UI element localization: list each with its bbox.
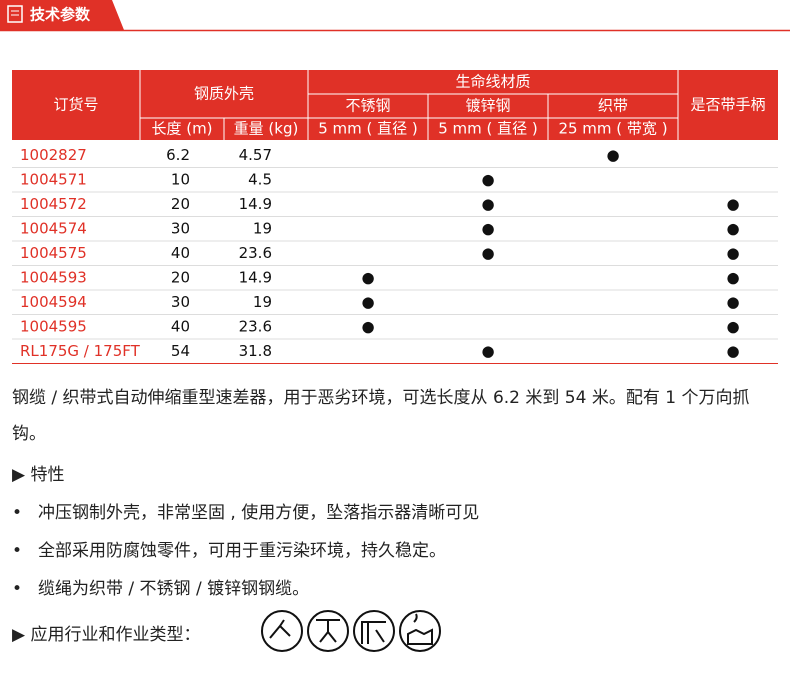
dot: ● [726,317,739,335]
feature-text: 缆绳为织带 / 不锈钢 / 镀锌钢钢缆。 [38,579,310,599]
dot: ● [726,244,739,262]
feature-text: 全部采用防腐蚀零件，可用于重污染环境，持久稳定。 [38,541,446,561]
header-cell: 重量 (kg) [234,120,299,138]
header-cell: 织带 [598,97,628,115]
arrow: ▶ [12,465,31,485]
length: 30 [171,293,190,311]
application-icons [261,610,441,652]
section-tab: 技术参数 [0,0,790,32]
header-cell: 生命线材质 [455,73,530,91]
header-cell: 5 mm ( 直径 ) [438,120,538,138]
doc-icon [7,5,23,23]
header-cell: 镀锌钢 [465,97,510,115]
icon [353,610,395,652]
order-number: 1004572 [20,195,87,213]
order-number: RL175G / 175FT [20,342,141,360]
icon-figure [269,619,291,639]
dot: ● [726,268,739,286]
features-title: ▶ 特性 [12,460,64,485]
length: 20 [171,268,190,286]
header-cell: 25 mm ( 带宽 ) [558,120,667,138]
bullet: • [12,579,23,599]
header-cell: 订货号 [53,96,98,114]
length: 20 [171,195,190,213]
order-number: 1004574 [20,219,87,237]
order-number: 1004571 [20,170,87,188]
applications-heading: 应用行业和作业类型： [30,625,201,645]
arrow: ▶ [12,625,31,645]
dot: ● [481,195,494,213]
dot: ● [481,342,494,360]
weight: 19 [253,293,272,311]
icon-figure [407,613,433,645]
dot: ● [726,342,739,360]
order-number: 1004593 [20,268,87,286]
length: 6.2 [166,146,190,164]
dot: ● [481,170,494,188]
icon [261,610,303,652]
dot: ● [726,293,739,311]
feature-item: • 冲压钢制外壳，非常坚固 , 使用方便，坠落指示器清晰可见 [12,498,479,523]
header-cell: 钢质外壳 [194,85,254,103]
length: 54 [171,342,190,360]
dot: ● [726,219,739,237]
weight: 4.57 [239,146,272,164]
length: 40 [171,317,190,335]
features-heading: 特性 [30,465,65,485]
icon [399,610,441,652]
order-number: 1004594 [20,293,87,311]
icon-figure [361,621,386,644]
spec-table: 订货号 钢质外壳 生命线材质 是否带手柄 长度 (m) 重量 (kg) 不锈钢 … [12,70,778,364]
tab-bg [0,0,124,30]
feature-text: 冲压钢制外壳，非常坚固 , 使用方便，坠落指示器清晰可见 [38,503,480,523]
icon-figure [316,619,340,643]
length: 10 [171,170,190,188]
weight: 14.9 [239,195,272,213]
header-cell: 不锈钢 [345,97,390,115]
weight: 19 [253,219,272,237]
dot: ● [481,244,494,262]
header-cell: 5 mm ( 直径 ) [318,120,418,138]
weight: 4.5 [248,170,272,188]
feature-item: • 缆绳为织带 / 不锈钢 / 镀锌钢钢缆。 [12,574,309,599]
applications: ▶ 应用行业和作业类型： [12,620,200,645]
order-number: 1004595 [20,317,87,335]
icon [307,610,349,652]
dot: ● [726,195,739,213]
weight: 23.6 [239,317,272,335]
dot: ● [481,219,494,237]
feature-item: • 全部采用防腐蚀零件，可用于重污染环境，持久稳定。 [12,536,446,561]
order-number: 1002827 [20,146,87,164]
weight: 14.9 [239,268,272,286]
header-cell: 是否带手柄 [690,96,765,114]
dot: ● [361,268,374,286]
description: 钢缆 / 织带式自动伸缩重型速差器，用于恶劣环境，可选长度从 6.2 米到 54… [12,388,750,444]
tab-title: 技术参数 [30,6,91,24]
dot: ● [361,293,374,311]
header-lines [139,70,679,140]
length: 40 [171,244,190,262]
length: 30 [171,219,190,237]
weight: 31.8 [239,342,272,360]
header-cell: 长度 (m) [151,120,212,138]
order-number: 1004575 [20,244,87,262]
bullet: • [12,541,23,561]
dot: ● [361,317,374,335]
dot: ● [606,146,619,164]
bullet: • [12,503,23,523]
weight: 23.6 [239,244,272,262]
